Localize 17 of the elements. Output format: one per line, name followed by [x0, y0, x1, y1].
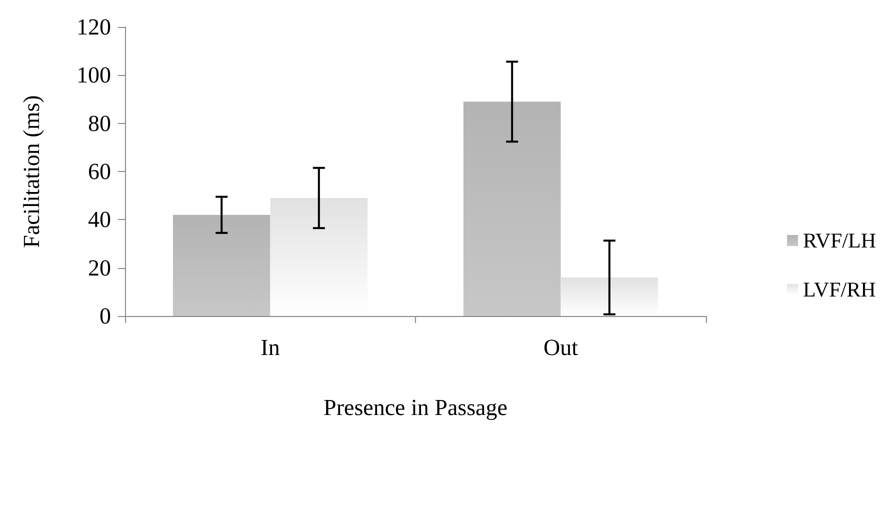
y-tick-label: 120: [76, 14, 111, 40]
bar: [172, 214, 270, 316]
y-tick-label: 60: [88, 159, 111, 184]
legend-label: RVF/LH: [803, 228, 876, 252]
x-axis-title: Presence in Passage: [324, 395, 508, 420]
bar: [463, 102, 561, 316]
y-tick-label: 80: [88, 110, 111, 136]
y-tick-label: 20: [88, 255, 111, 280]
x-tick-label: Out: [544, 335, 579, 360]
y-tick-label: 40: [88, 207, 111, 232]
legend-label: LVF/RH: [803, 278, 876, 302]
bar: [270, 198, 368, 316]
y-axis-title: Facilitation (ms): [19, 95, 44, 248]
bar: [560, 277, 658, 316]
y-tick-label: 100: [76, 62, 111, 88]
y-tick-label: 0: [100, 304, 111, 328]
x-tick-label: In: [260, 335, 280, 360]
